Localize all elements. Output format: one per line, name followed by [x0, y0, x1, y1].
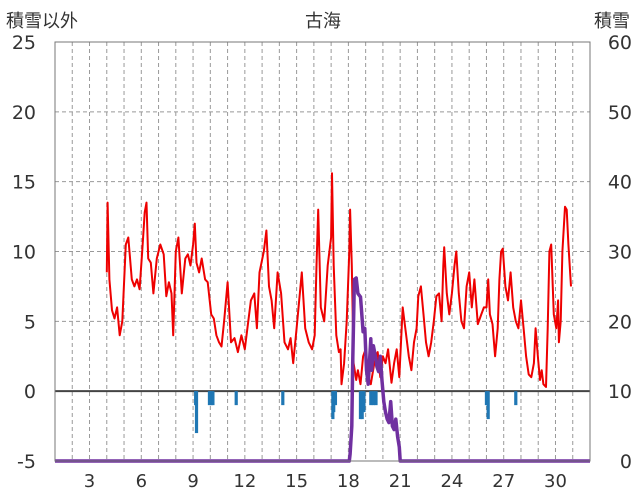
y-right-tick-label: 60 [608, 32, 632, 54]
left-axis-label: 積雪以外 [6, 11, 78, 32]
bar-mark [194, 391, 199, 434]
x-tick-label: 18 [337, 471, 360, 492]
right-axis-ticks: 60 50 40 30 20 10 0 [608, 32, 632, 473]
bar-mark [371, 391, 376, 406]
precipitation-bars [194, 391, 518, 434]
y-left-tick-label: 10 [12, 242, 36, 264]
y-right-tick-label: 20 [608, 311, 632, 333]
series-line-red [105, 172, 572, 388]
x-tick-label: 24 [440, 471, 463, 492]
series-lines [55, 172, 590, 463]
bar-mark [207, 391, 212, 406]
plot-area [54, 41, 591, 463]
x-tick-label: 15 [285, 471, 308, 492]
bar-mark [514, 391, 518, 406]
plot-frame [54, 41, 591, 462]
y-left-tick-label: 5 [24, 311, 36, 333]
x-tick-label: 27 [492, 471, 515, 492]
y-right-tick-label: 30 [608, 242, 632, 264]
gridlines [55, 42, 590, 461]
bar-mark [333, 391, 338, 406]
y-left-tick-label: 20 [12, 102, 36, 124]
y-left-tick-label: 25 [12, 32, 36, 54]
bar-mark [486, 391, 490, 420]
y-right-tick-label: 0 [620, 451, 632, 473]
x-tick-label: 21 [389, 471, 412, 492]
y-right-tick-label: 10 [608, 381, 632, 403]
bar-mark [360, 391, 364, 420]
x-tick-label: 9 [187, 471, 198, 492]
series-line-purple [55, 276, 590, 463]
left-axis-ticks: 25 20 15 10 5 0 -5 [12, 32, 36, 473]
x-tick-label: 3 [84, 471, 95, 492]
y-left-tick-label: 0 [24, 381, 36, 403]
x-tick-label: 30 [544, 471, 567, 492]
bar-mark [332, 391, 336, 413]
x-axis-ticks: 3 6 9 12 15 18 21 24 27 30 [84, 471, 567, 492]
bar-mark [211, 391, 215, 406]
y-left-tick-label: -5 [17, 451, 36, 473]
chart-title: 古海 [305, 11, 341, 32]
x-tick-label: 12 [233, 471, 256, 492]
bar-mark [281, 391, 285, 406]
bar-mark [484, 391, 489, 406]
bar-mark [234, 391, 238, 406]
bar-mark [209, 391, 213, 406]
bar-mark [374, 391, 378, 406]
y-right-tick-label: 50 [608, 102, 632, 124]
bar-mark [369, 391, 373, 406]
bar-mark [358, 391, 363, 420]
y-right-tick-label: 40 [608, 172, 632, 194]
right-axis-label: 積雪 [594, 11, 630, 32]
y-left-tick-label: 15 [12, 172, 36, 194]
bar-mark [362, 391, 366, 413]
x-tick-label: 6 [136, 471, 147, 492]
